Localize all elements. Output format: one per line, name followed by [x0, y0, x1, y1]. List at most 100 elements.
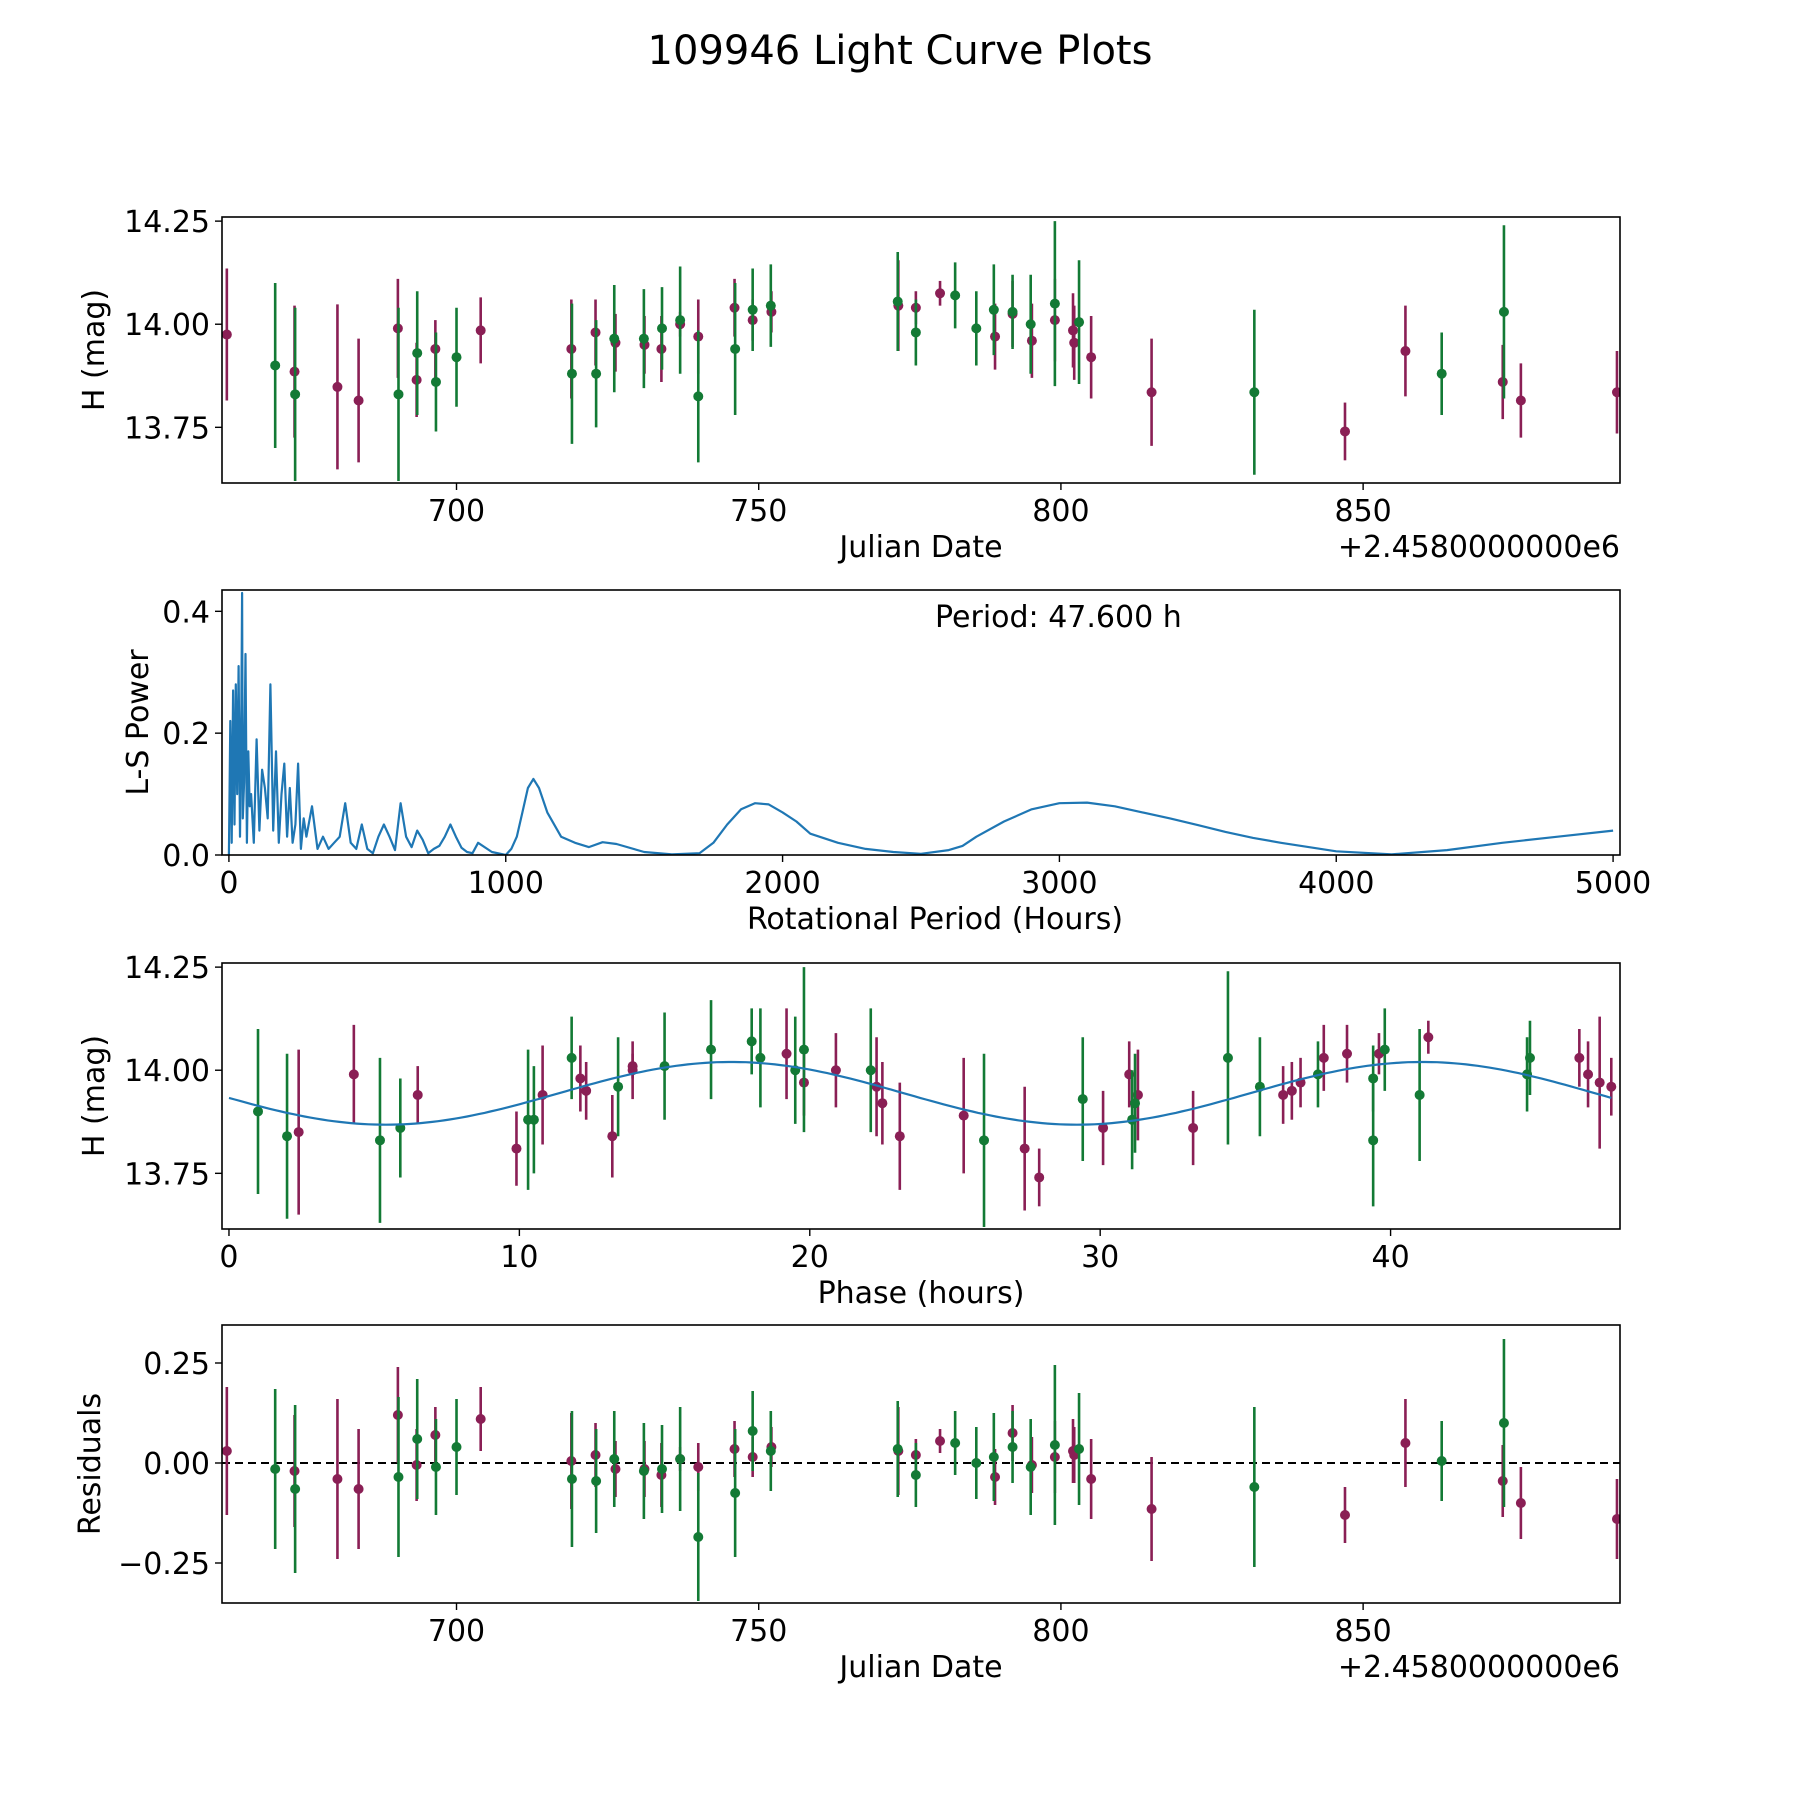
data-point	[1368, 1073, 1379, 1084]
data-point	[1515, 1498, 1526, 1508]
data-point	[1034, 1172, 1045, 1183]
data-point	[1583, 1069, 1594, 1080]
model-fit-curve	[228, 1060, 1612, 1126]
data-point	[1423, 1032, 1434, 1043]
data-point	[627, 1061, 638, 1072]
data-point	[591, 1476, 602, 1486]
plot-area	[228, 967, 1617, 1227]
y-axis-label: H (mag)	[77, 1035, 112, 1157]
data-point	[746, 1036, 757, 1047]
data-point	[693, 391, 704, 402]
x-tick-label: 750	[730, 1614, 787, 1649]
data-point	[451, 352, 462, 363]
data-point	[730, 343, 741, 354]
data-point	[222, 329, 232, 340]
data-point	[755, 1052, 766, 1063]
data-point	[910, 327, 921, 338]
data-point	[1278, 1089, 1289, 1100]
y-tick-label: 0.2	[162, 717, 210, 752]
data-point	[1594, 1077, 1605, 1088]
axes-frame	[221, 1324, 1621, 1604]
data-point	[798, 1044, 809, 1055]
data-point	[1574, 1052, 1585, 1063]
data-point	[374, 1135, 385, 1146]
x-tick-label: 10	[500, 1240, 538, 1275]
x-tick-label: 20	[791, 1240, 829, 1275]
y-tick-label: 14.25	[124, 951, 210, 986]
x-offset-label: +2.4580000000e6	[1338, 1650, 1620, 1685]
data-point	[747, 1426, 758, 1436]
data-point	[971, 323, 982, 334]
data-point	[988, 304, 999, 315]
data-point	[781, 1048, 792, 1059]
data-point	[1025, 1462, 1036, 1472]
data-point	[988, 1452, 999, 1462]
data-point	[638, 333, 649, 344]
data-point	[1049, 298, 1060, 309]
data-point	[1606, 1081, 1617, 1092]
x-tick-label: 700	[428, 1614, 485, 1649]
data-point	[332, 1474, 343, 1484]
data-point	[393, 389, 404, 400]
data-point	[1400, 346, 1411, 357]
x-tick-label: 2000	[744, 866, 820, 901]
series-green	[270, 1339, 1509, 1601]
data-point	[1249, 1482, 1260, 1492]
data-point	[675, 1454, 686, 1464]
x-tick-label: 3000	[1021, 866, 1097, 901]
series-green	[253, 967, 1535, 1227]
x-tick-label: 750	[730, 494, 787, 529]
data-point	[566, 1474, 577, 1484]
data-point	[393, 1472, 404, 1482]
series-line	[227, 591, 1614, 855]
data-point	[935, 288, 946, 299]
data-point	[270, 360, 281, 371]
subplot-lightcurve: 700 750 800 850 13.75 14.00 14.25 Julian Date H …	[77, 205, 1621, 565]
data-point	[747, 304, 758, 315]
data-point	[877, 1098, 888, 1109]
data-point	[412, 1434, 423, 1444]
data-point	[332, 381, 343, 392]
data-point	[282, 1131, 293, 1142]
data-point	[451, 1442, 462, 1452]
series-green	[270, 221, 1509, 481]
subplot-residuals: 700 750 800 850 −0.25 0.00 0.25 Julian Date Resi…	[73, 1324, 1621, 1685]
data-point	[910, 1470, 921, 1480]
data-point	[253, 1106, 264, 1117]
x-tick-label: 700	[428, 494, 485, 529]
x-tick-label: 800	[1032, 494, 1089, 529]
data-point	[950, 1438, 961, 1448]
y-tick-label: 0.0	[162, 839, 210, 874]
data-point	[475, 1414, 486, 1424]
data-point	[730, 1488, 741, 1498]
data-point	[892, 296, 903, 307]
data-point	[950, 290, 961, 301]
data-point	[1515, 395, 1526, 406]
data-point	[412, 1089, 423, 1100]
data-point	[1414, 1089, 1425, 1100]
x-offset-label: +2.4580000000e6	[1338, 530, 1620, 565]
data-point	[675, 315, 686, 326]
data-point	[1049, 1440, 1060, 1450]
data-point	[1286, 1085, 1297, 1096]
axes-frame	[221, 962, 1621, 1230]
data-point	[1074, 1444, 1085, 1454]
plot-area	[222, 221, 1620, 481]
data-point	[1098, 1122, 1109, 1133]
data-point	[1130, 1098, 1141, 1109]
x-axis-label: Julian Date	[837, 530, 1002, 565]
data-point	[1007, 306, 1018, 317]
y-axis-label: H (mag)	[77, 289, 112, 411]
data-point	[511, 1143, 522, 1154]
data-point	[1611, 387, 1620, 398]
data-point	[1368, 1135, 1379, 1146]
x-tick-label: 0	[219, 866, 238, 901]
data-point	[1318, 1052, 1329, 1063]
axes-frame	[221, 589, 1621, 856]
data-point	[935, 1436, 946, 1446]
data-point	[290, 389, 301, 400]
data-point	[1069, 337, 1080, 348]
data-point	[430, 376, 441, 387]
data-point	[638, 1466, 649, 1476]
figure-title: 109946 Light Curve Plots	[647, 28, 1153, 74]
